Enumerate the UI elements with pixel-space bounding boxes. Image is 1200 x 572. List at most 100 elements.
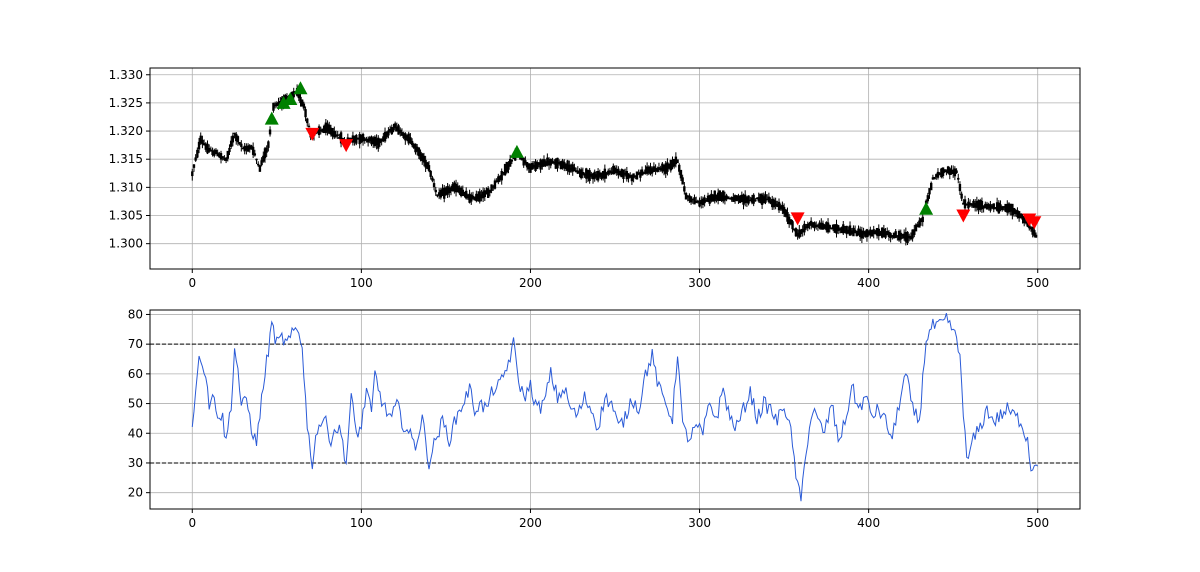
candle-body: [451, 184, 454, 192]
candle-body: [607, 170, 610, 175]
candle-body: [563, 162, 566, 169]
candle-body: [703, 197, 706, 204]
candle-body: [574, 170, 578, 173]
candle-body: [696, 200, 700, 203]
candle-body: [596, 170, 600, 181]
candle-body: [1033, 230, 1036, 237]
candle-body: [581, 171, 585, 175]
candle-body: [640, 169, 644, 176]
oscillator-x-tick-label: 500: [1026, 516, 1049, 530]
candle-body: [392, 128, 395, 131]
candle-body: [804, 226, 808, 229]
candle-body: [600, 172, 603, 179]
candle-body: [654, 167, 657, 171]
candle-body: [842, 224, 845, 234]
candle-body: [979, 200, 982, 210]
price-y-tick-label: 1.310: [109, 180, 143, 194]
candle-body: [355, 135, 358, 144]
candle-body: [694, 200, 698, 204]
candle-body: [353, 136, 356, 143]
candle-body: [372, 137, 375, 145]
candle-body: [852, 227, 855, 237]
candle-body: [686, 195, 689, 198]
candle-body: [552, 161, 556, 164]
price-y-ticks: 1.300 1.305 1.310 1.315 1.320 1.325 1.330: [109, 68, 150, 251]
candle-body: [547, 160, 551, 166]
candle-body: [879, 232, 882, 235]
candle-body: [733, 195, 737, 201]
candle-body: [593, 171, 596, 179]
candle-body: [585, 168, 588, 179]
candle-body: [615, 169, 618, 174]
candle-body: [789, 219, 793, 225]
candle-body: [821, 223, 825, 230]
oscillator-axes-frame: [149, 309, 1081, 510]
candle-body: [393, 123, 397, 129]
candle-body: [955, 170, 958, 173]
candle-body: [908, 235, 911, 239]
candle-body: [911, 229, 914, 239]
candle-body: [965, 203, 968, 206]
candle-body: [476, 194, 480, 200]
candle-body: [875, 227, 879, 236]
candle-body: [847, 229, 850, 233]
candle-body: [255, 158, 258, 161]
candle-body: [385, 131, 388, 138]
candle-body: [904, 232, 908, 242]
oscillator-x-ticks: 0 100 200 300 400 500: [188, 509, 1049, 530]
candle-body: [328, 124, 331, 134]
candle-body: [601, 170, 605, 178]
candle-body: [725, 195, 728, 200]
price-candlestick-axes: 0 100 200 300 400 500 1.3001.3051.3101.3151.3…: [109, 67, 1081, 290]
candle-body: [397, 125, 400, 135]
candle-body: [698, 201, 701, 207]
candle-body: [481, 191, 485, 199]
candle-body: [941, 167, 945, 176]
candle-body: [201, 139, 204, 145]
candle-body: [880, 227, 884, 238]
candle-body: [782, 206, 786, 214]
candle-body: [483, 190, 487, 197]
candle-body: [1017, 211, 1021, 219]
candle-body: [666, 162, 669, 172]
candle-body: [486, 188, 490, 198]
candle-body: [478, 191, 481, 202]
candle-body: [706, 195, 710, 202]
candle-body: [370, 136, 373, 145]
candle-body: [715, 194, 718, 200]
candle-body: [919, 218, 923, 222]
candle-body: [569, 168, 573, 170]
candle-body: [901, 234, 904, 236]
candle-body: [537, 162, 541, 166]
candle-body: [957, 177, 960, 180]
candle-body: [945, 170, 948, 172]
candle-body: [380, 138, 383, 142]
candle-body: [204, 143, 208, 150]
candle-body: [192, 164, 196, 168]
candle-body: [260, 160, 263, 166]
candle-body: [759, 193, 762, 203]
candle-body: [431, 177, 434, 181]
candle-body: [845, 225, 848, 235]
candle-body: [796, 232, 799, 237]
candle-body: [414, 143, 417, 153]
oscillator-y-tick-label: 80: [128, 307, 143, 321]
candle-body: [302, 103, 306, 109]
candle-body: [865, 229, 869, 238]
candle-body: [395, 126, 399, 132]
candle-body: [334, 134, 338, 137]
candle-body: [497, 176, 500, 183]
candle-body: [953, 168, 957, 177]
candle-body: [412, 143, 415, 148]
candle-body: [793, 228, 796, 231]
candle-body: [656, 168, 659, 172]
candle-body: [546, 157, 549, 166]
candle-body: [662, 164, 666, 172]
candle-body: [502, 171, 505, 174]
candle-body: [1024, 221, 1028, 224]
candle-body: [914, 224, 918, 232]
candle-body: [803, 223, 806, 233]
candle-body: [688, 195, 691, 202]
candle-body: [651, 168, 654, 174]
